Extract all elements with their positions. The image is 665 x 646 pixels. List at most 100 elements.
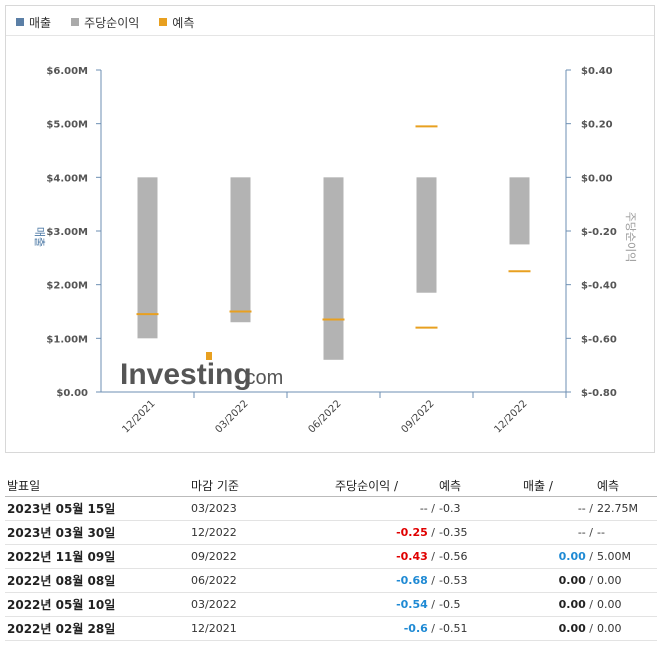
release-date: 2023년 03월 30일 [7,526,116,540]
col-header-date[interactable]: 발표일 [5,474,189,497]
watermark-suffix: .com [240,367,283,389]
legend-item-eps[interactable]: 주당순이익 [71,14,139,31]
legend-label-eps: 주당순이익 [84,15,140,30]
y-left-tick-label: $6.00M [46,66,88,77]
eps-forecast-cell: -0.5 [437,592,521,617]
col-header-revenue[interactable]: 매출 / [521,474,595,497]
revenue-forecast: 5.00M [597,550,631,563]
eps-bar [416,177,437,293]
eps-cell: -- / [333,496,437,521]
legend-item-forecast[interactable]: 예측 [159,14,194,31]
investing-watermark: Investing .com [120,352,283,391]
eps-cell: -0.68 / [333,568,437,593]
y-right-tick-label: $0.20 [581,120,613,131]
eps-actual: -0.43 [396,550,428,563]
earnings-history-table: 발표일 마감 기준 주당순이익 / 예측 매출 / 예측 2023년 05월 1… [5,474,657,641]
period-cell: 06/2022 [189,568,333,593]
eps-forecast: -0.35 [439,526,468,539]
revenue-forecast: 0.00 [597,598,622,611]
revenue-actual: 0.00 [558,622,586,635]
revenue-forecast-cell: 0.00 [595,616,657,641]
table-row: 2022년 11월 09일 09/2022 -0.43 /-0.56 0.00 /5.… [5,544,657,569]
release-date-cell: 2023년 03월 30일 [5,520,189,545]
table-body: 2023년 05월 15일 03/2023 -- / -0.3 -- /22.75M 20… [5,496,657,641]
col-header-eps[interactable]: 주당순이익 / [333,474,437,497]
eps-bar [137,177,158,339]
watermark-accent [206,352,212,360]
revenue-forecast-cell: 0.00 [595,592,657,617]
eps-forecast: -0.51 [439,622,468,635]
release-date: 2022년 02월 28일 [7,622,116,636]
chart-legend: 매출 주당순이익 예측 [16,12,194,32]
release-date: 2022년 05월 10일 [7,598,116,612]
release-date-cell: 2022년 05월 10일 [5,592,189,617]
col-header-period[interactable]: 마감 기준 [189,474,333,497]
y-right-tick-label: $-0.20 [581,227,617,238]
period-cell: 09/2022 [189,544,333,569]
table-row: 2023년 05월 15일 03/2023 -- / -0.3 -- /22.75M [5,496,657,521]
eps-cell: -0.25 / [333,520,437,545]
table-row: 2022년 02월 28일 12/2021 -0.6 /-0.51 0.00 /0.0… [5,616,657,641]
legend-label-revenue: 매출 [29,15,52,30]
eps-forecast-cell: -0.56 [437,544,521,569]
chart-svg: $0.00 $1.00M $2.00M $3.00M $4.00M $5.00M $6.00… [33,66,637,435]
eps-bar [230,177,251,323]
legend-swatch-eps [71,18,80,26]
revenue-forecast-cell: 22.75M [595,496,657,521]
y-right-tick-label: $-0.60 [581,334,617,345]
y-left-tick-label: $4.00M [46,173,88,184]
revenue-forecast: 0.00 [597,574,622,587]
chart-marks [136,125,531,360]
eps-forecast: -0.53 [439,574,468,587]
earnings-chart-panel: 매출 주당순이익 예측 $0.00 $1.00M $2.00M $3.00M $4.00… [5,5,655,453]
release-date: 2023년 05월 15일 [7,502,116,516]
release-date-cell: 2022년 11월 09일 [5,544,189,569]
eps-actual: -0.25 [396,526,428,539]
revenue-forecast-cell: -- [595,520,657,545]
eps-forecast: -0.3 [439,502,461,515]
eps-cell: -0.54 / [333,592,437,617]
period-cell: 03/2023 [189,496,333,521]
eps-bar [509,177,530,245]
eps-bar [323,177,344,360]
eps-actual: -0.6 [403,622,428,635]
y-axis-left-title: 매출 [33,227,46,247]
eps-forecast-cell: -0.51 [437,616,521,641]
revenue-actual: -- [577,526,586,539]
y-right-tick-label: $0.40 [581,66,613,77]
period-cell: 03/2022 [189,592,333,617]
release-date-cell: 2022년 08월 08일 [5,568,189,593]
revenue-forecast: 22.75M [597,502,638,515]
y-left-tick-label: $1.00M [46,334,88,345]
col-header-eps-forecast[interactable]: 예측 [437,474,521,497]
y-right-tick-label: $-0.40 [581,281,617,292]
revenue-forecast-cell: 0.00 [595,568,657,593]
revenue-actual: 0.00 [558,550,586,563]
eps-forecast: -0.5 [439,598,461,611]
legend-swatch-revenue [16,18,24,26]
col-header-revenue-forecast[interactable]: 예측 [595,474,657,497]
table-header-row: 발표일 마감 기준 주당순이익 / 예측 매출 / 예측 [5,474,657,497]
revenue-actual: 0.00 [558,598,586,611]
period-end: 03/2022 [191,598,237,611]
y-axis-right-title: 주당순이익 [624,212,637,263]
release-date: 2022년 11월 09일 [7,550,116,564]
revenue-forecast: 0.00 [597,622,622,635]
table-row: 2023년 03월 30일 12/2022 -0.25 /-0.35 -- / -- [5,520,657,545]
eps-forecast-cell: -0.53 [437,568,521,593]
period-end: 09/2022 [191,550,237,563]
x-tick-label: 12/2021 [120,398,157,435]
y-right-tick-label: $-0.80 [581,388,617,399]
release-date: 2022년 08월 08일 [7,574,116,588]
y-left-tick-label: $5.00M [46,120,88,131]
x-tick-label: 06/2022 [306,398,343,435]
release-date-cell: 2023년 05월 15일 [5,496,189,521]
y-left-tick-label: $2.00M [46,281,88,292]
revenue-cell: 0.00 / [521,544,595,569]
legend-item-revenue[interactable]: 매출 [16,14,51,31]
period-end: 06/2022 [191,574,237,587]
release-date-cell: 2022년 02월 28일 [5,616,189,641]
revenue-forecast-cell: 5.00M [595,544,657,569]
x-tick-label: 03/2022 [213,398,250,435]
eps-forecast-cell: -0.3 [437,496,521,521]
